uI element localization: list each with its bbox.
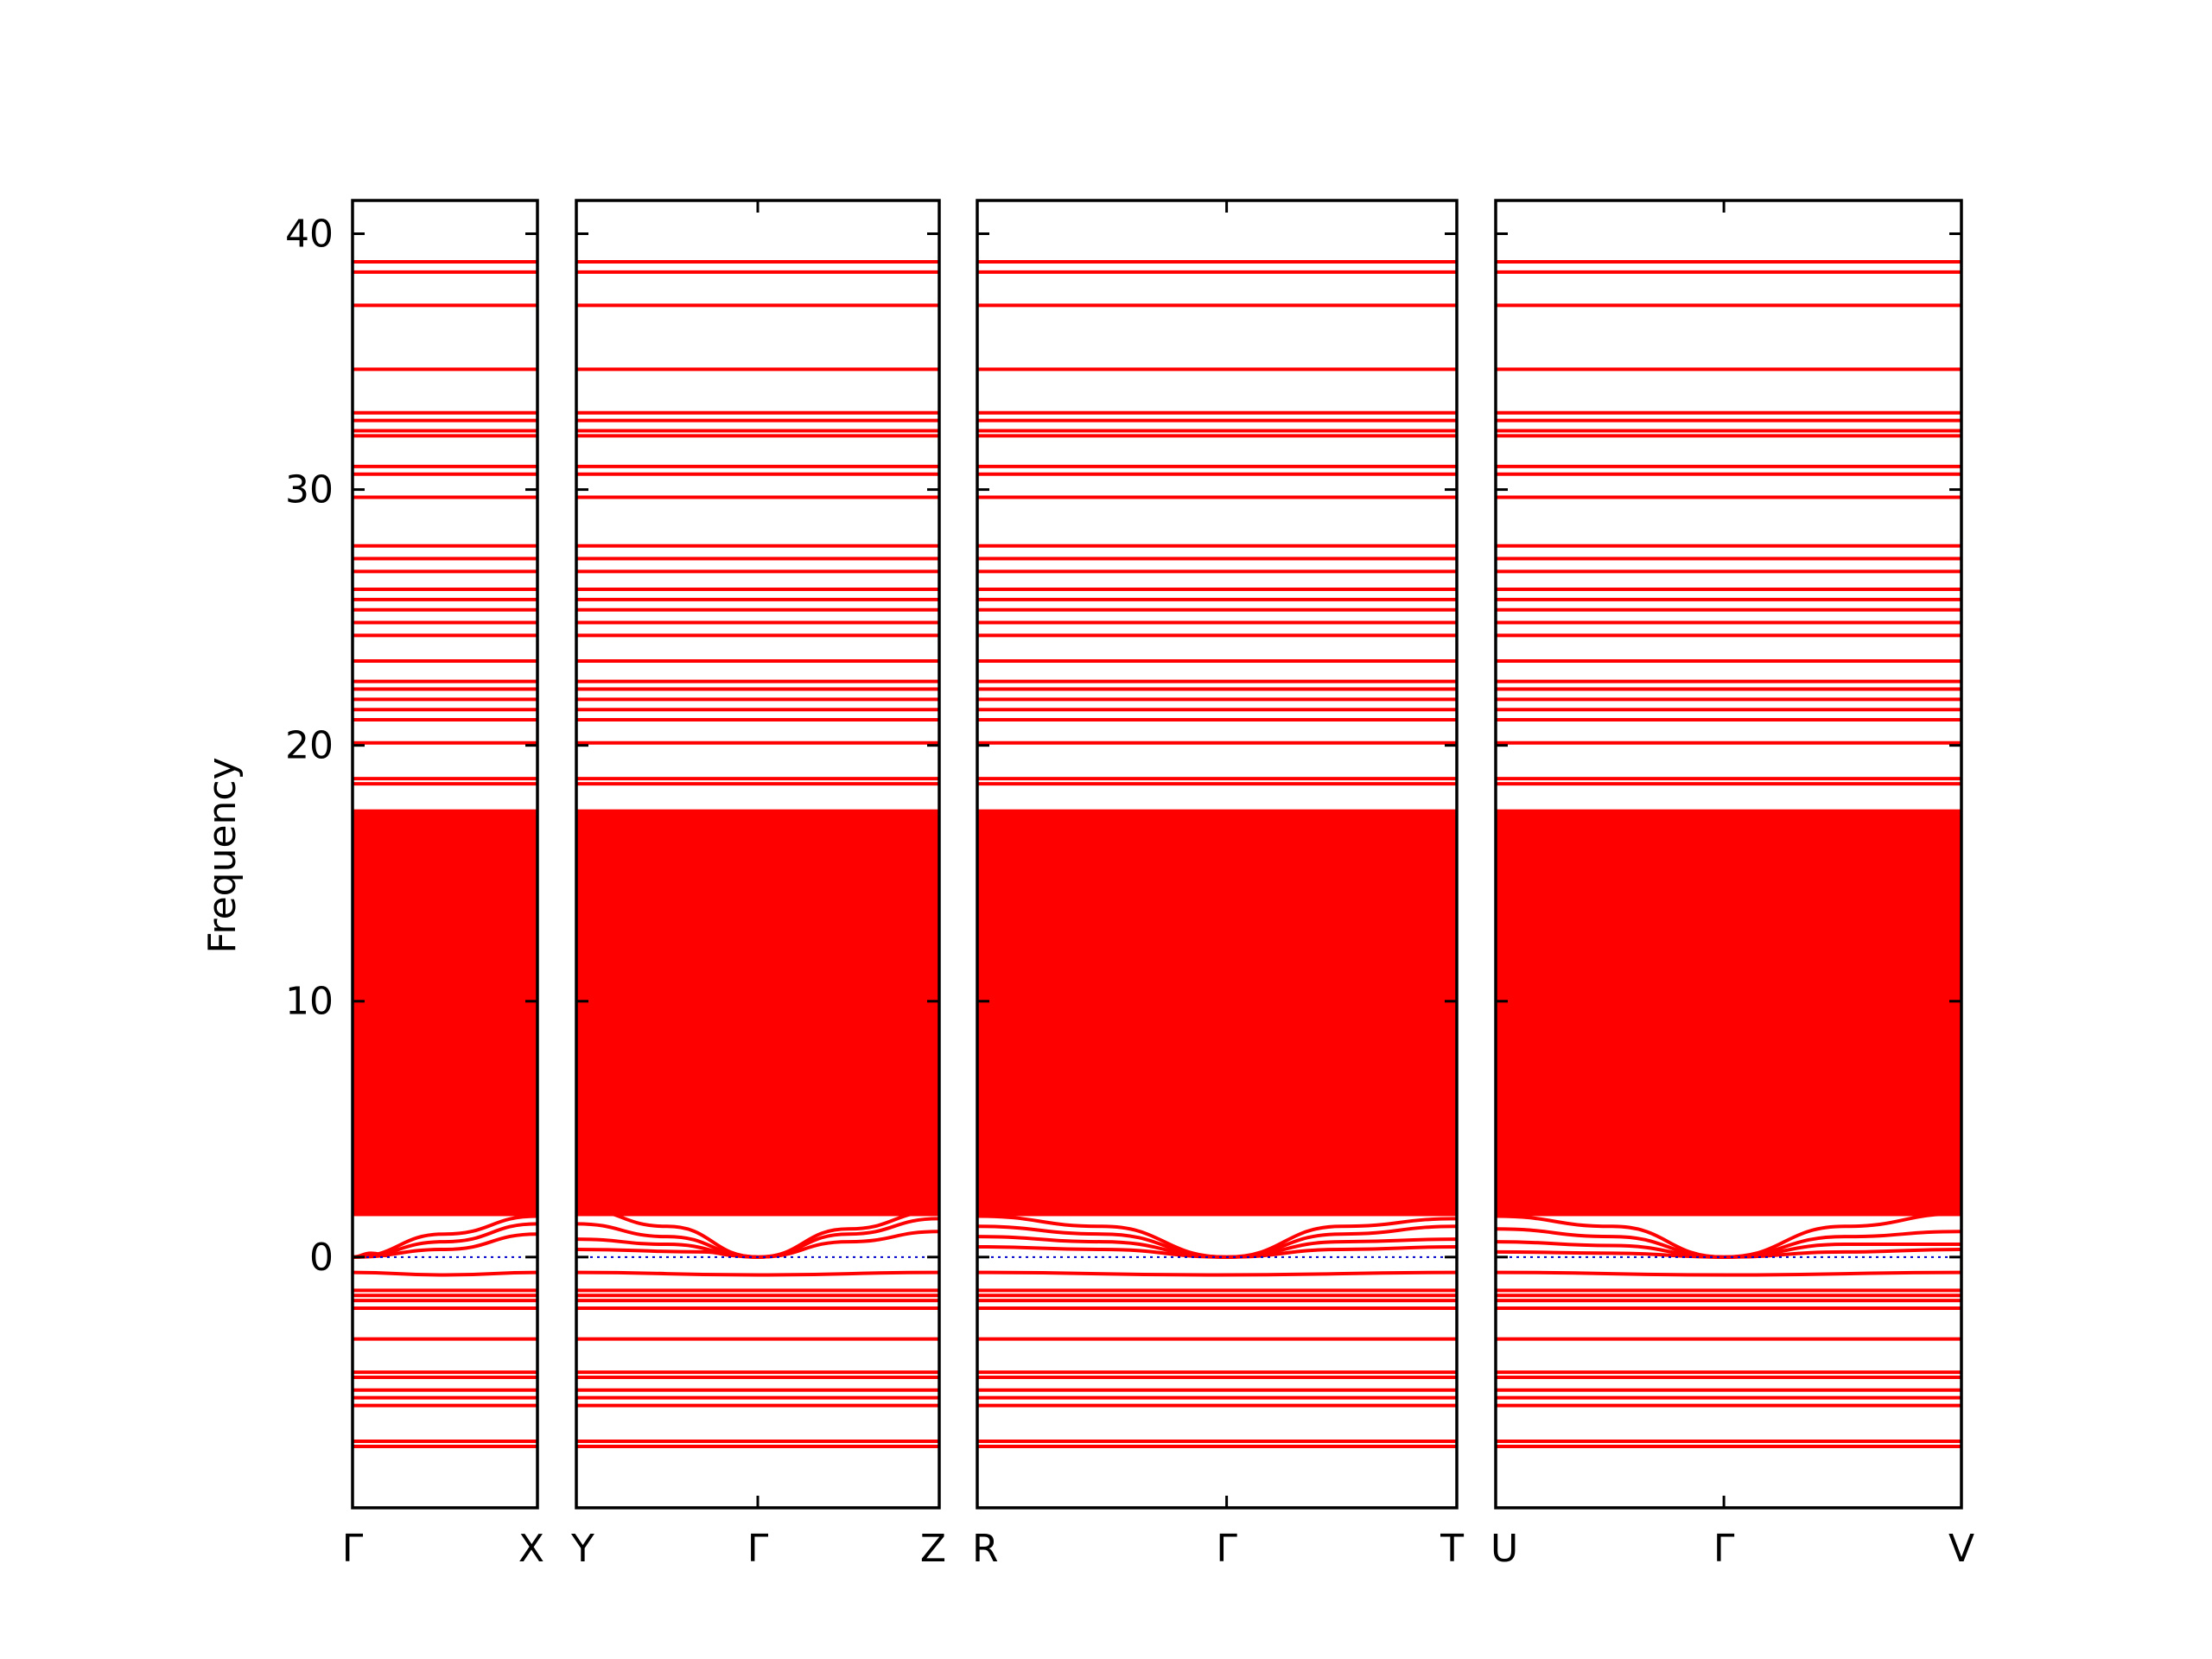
band-curve xyxy=(1495,1198,1962,1208)
x-tick-label: Γ xyxy=(1216,1527,1237,1571)
panel-frame xyxy=(1494,199,1963,1510)
band-curve xyxy=(575,1230,940,1259)
y-axis-label: Frequency xyxy=(200,757,245,953)
band-curve xyxy=(1495,1270,1962,1277)
band-curve xyxy=(976,1198,1458,1208)
band-curve xyxy=(352,1270,538,1277)
band-curve xyxy=(976,1270,1458,1277)
y-tick-label: 0 xyxy=(309,1236,334,1280)
dense-band-block xyxy=(977,809,1457,1217)
band-curve xyxy=(575,1247,759,1259)
x-tick-label: U xyxy=(1491,1527,1518,1571)
band-curve xyxy=(1495,1247,1962,1259)
band-curve xyxy=(976,1214,1458,1259)
x-tick-label: V xyxy=(1948,1527,1974,1571)
x-tick-label: R xyxy=(972,1527,999,1571)
x-tick-label: T xyxy=(1440,1527,1464,1571)
band-curve xyxy=(976,1244,1458,1259)
x-tick-label: Γ xyxy=(1713,1527,1735,1571)
dense-band-block xyxy=(576,809,939,1217)
y-tick-label: 20 xyxy=(285,724,334,768)
band-curve xyxy=(575,1270,940,1277)
panel-1: 0 10 20 30 40 Γ X xyxy=(285,199,544,1571)
band-curve xyxy=(1495,1240,1961,1259)
dense-band-block xyxy=(353,809,537,1217)
panels-group: 0 10 20 30 40 Γ X Y Γ Z R Γ T U Γ V xyxy=(285,199,1974,1571)
panel-frame xyxy=(351,199,539,1510)
x-tick-label: Z xyxy=(920,1527,946,1571)
x-tick-label: X xyxy=(518,1527,544,1571)
band-curve xyxy=(352,1193,538,1208)
dense-band-block xyxy=(1496,809,1961,1217)
panel-frame xyxy=(976,199,1459,1510)
band-curve xyxy=(575,1198,940,1208)
x-tick-label: Γ xyxy=(342,1527,364,1571)
y-tick-label: 30 xyxy=(285,468,334,512)
x-tick-label: Γ xyxy=(747,1527,769,1571)
x-tick-label: Y xyxy=(570,1527,594,1571)
y-tick-label: 40 xyxy=(285,212,334,256)
y-tick-label: 10 xyxy=(285,980,334,1024)
